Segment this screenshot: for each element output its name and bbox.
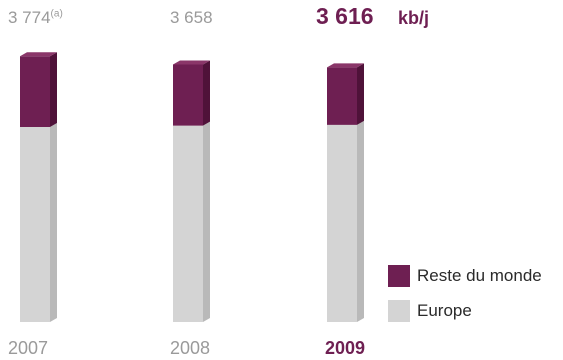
bar-side-europe-2009: [357, 120, 364, 322]
bar-top-reste-du-monde-2007: [20, 52, 57, 57]
bar-europe-2009: [327, 124, 357, 322]
bar-reste-du-monde-2007: [20, 56, 50, 127]
bar-top-reste-du-monde-2008: [173, 60, 210, 65]
bar-reste-du-monde-2009: [327, 67, 357, 125]
year-label-2009: 2009: [325, 338, 366, 358]
bar-side-reste-du-monde-2007: [50, 52, 57, 127]
bar-reste-du-monde-2008: [173, 64, 203, 126]
legend-label-europe: Europe: [417, 301, 472, 320]
bar-side-europe-2008: [203, 121, 210, 322]
total-label-2008: 3 658: [170, 8, 213, 27]
legend-swatch-europe: [388, 300, 410, 322]
bar-europe-2008: [173, 125, 203, 322]
legend-label-reste-du-monde: Reste du monde: [417, 266, 542, 285]
bar-side-reste-du-monde-2008: [203, 60, 210, 126]
bar-side-reste-du-monde-2009: [357, 63, 364, 125]
total-label-2007: 3 774(a): [8, 8, 63, 27]
footnote-marker: (a): [50, 8, 63, 20]
unit-label: kb/j: [398, 8, 430, 28]
year-label-2007: 2007: [8, 338, 49, 358]
bar-top-reste-du-monde-2009: [327, 63, 364, 68]
bar-side-europe-2007: [50, 122, 57, 322]
legend-swatch-reste-du-monde: [388, 265, 410, 287]
total-label-2009: 3 616: [316, 3, 374, 29]
year-label-2008: 2008: [170, 338, 211, 358]
bar-europe-2007: [20, 126, 50, 322]
